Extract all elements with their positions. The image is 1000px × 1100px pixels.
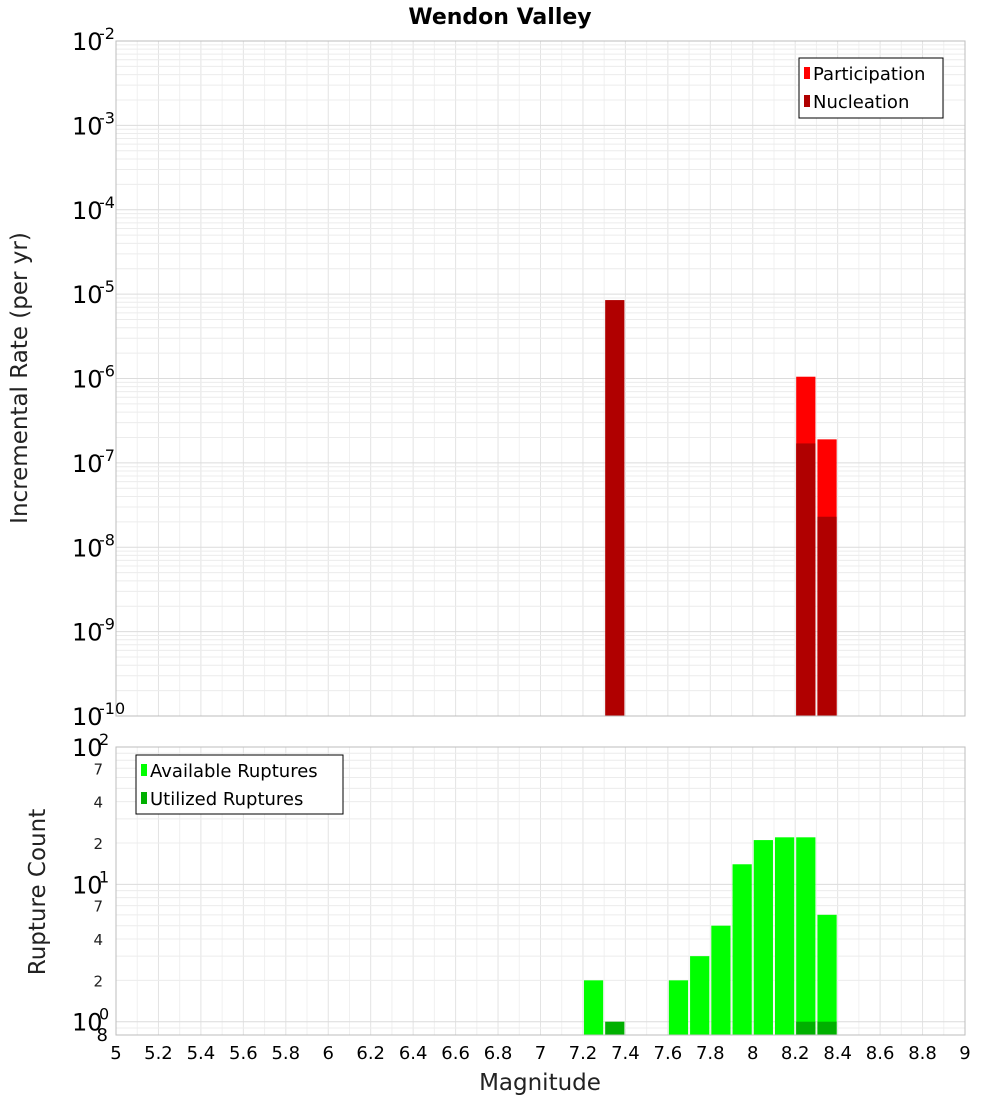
bottom-y-tick-exponent: 2 [99,730,109,749]
top-y-tick-label: 10 [72,619,103,647]
nucleation-bar [817,516,837,716]
legend-nucleation-label: Nucleation [813,92,909,113]
available-ruptures-bar [668,980,689,1035]
bottom-y-tick-exponent: 1 [99,867,109,886]
x-tick-label: 5.4 [187,1043,216,1064]
top-legend: Participation Nucleation [798,57,944,119]
bottom-y-tick-label: 10 [72,734,103,762]
x-ticks: 5 5.2 5.4 5.6 5.8 6 6.2 6.4 6.6 6.8 7 7.2 7.4 7.6 7.8 8… [110,1043,970,1064]
top-y-tick-label: 10 [72,534,103,562]
available-ruptures-bar [690,956,710,1035]
bottom-bars [583,837,837,1035]
x-tick-label: 6.6 [441,1043,470,1064]
utilized-ruptures-bar [817,1021,837,1035]
available-ruptures-bar [796,837,816,1035]
bottom-y-tick-label: 10 [72,1009,103,1037]
top-plot-border [115,40,966,717]
bottom-y-minor-tick-label: 7 [93,760,103,778]
top-chart: Wendon Valley 10-210-310-410-510-610-710… [7,5,966,731]
bottom-y-tick-label: 10 [72,871,103,899]
top-y-tick-label: 10 [72,112,103,140]
top-y-axis-title: Incremental Rate (per yr) [7,232,33,524]
top-y-tick-exponent: -2 [99,24,115,43]
available-ruptures-bar [711,925,731,1035]
bottom-y-tick-exponent: 0 [99,1005,109,1024]
top-y-tick-label: 10 [72,366,103,394]
top-y-tick-label: 10 [72,703,103,731]
top-y-tick-exponent: -9 [99,615,115,634]
top-y-tick-label: 10 [72,281,103,309]
legend-utilized-label: Utilized Ruptures [150,789,303,810]
x-tick-label: 6.2 [356,1043,385,1064]
x-tick-label: 7.4 [611,1043,640,1064]
available-ruptures-bar [774,837,795,1035]
available-ruptures-bar [817,914,837,1035]
x-tick-label: 5.6 [229,1043,258,1064]
top-y-tick-exponent: -4 [99,193,115,212]
x-tick-label: 8.2 [781,1043,810,1064]
bottom-y-minor-tick-label: 4 [93,931,103,949]
x-tick-label: 9 [959,1043,970,1064]
bottom-y-minor-tick-label: 8 [97,1025,108,1046]
x-tick-label: 5 [110,1043,121,1064]
top-y-ticks: 10-210-310-410-510-610-710-810-910-10 [72,24,125,731]
top-y-tick-label: 10 [72,450,103,478]
legend-participation-label: Participation [813,64,925,85]
top-bars [605,300,837,716]
x-tick-label: 7.8 [696,1043,725,1064]
chart-title: Wendon Valley [408,5,591,30]
bottom-y-axis-title: Rupture Count [25,809,51,975]
utilized-ruptures-bar [605,1021,625,1035]
nucleation-bar [796,443,816,716]
x-axis-title: Magnitude [479,1070,601,1096]
x-tick-label: 6 [323,1043,334,1064]
x-tick-label: 7 [535,1043,546,1064]
top-legend-box [798,57,944,119]
x-tick-label: 5.2 [144,1043,173,1064]
x-tick-label: 6.4 [399,1043,428,1064]
x-tick-label: 8.6 [866,1043,895,1064]
top-y-tick-exponent: -10 [99,699,125,718]
legend-utilized-swatch [141,792,147,804]
bottom-legend-box [135,754,344,815]
bottom-y-minor-tick-label: 2 [93,835,103,853]
top-y-tick-exponent: -5 [99,277,115,296]
bottom-y-minor-tick-label: 7 [93,898,103,916]
available-ruptures-bar [583,980,604,1035]
bottom-plot-border [115,746,966,1036]
x-tick-label: 7.6 [654,1043,683,1064]
x-tick-label: 8.8 [908,1043,937,1064]
x-tick-label: 5.8 [271,1043,300,1064]
bottom-legend: Available Ruptures Utilized Ruptures [135,754,344,815]
available-ruptures-bar [732,864,752,1035]
x-tick-label: 6.8 [484,1043,513,1064]
top-grid [115,40,966,717]
utilized-ruptures-bar [796,1021,816,1035]
x-tick-label: 8 [747,1043,758,1064]
top-y-tick-label: 10 [72,197,103,225]
bottom-y-minor-tick-label: 4 [93,794,103,812]
legend-participation-swatch [804,67,810,79]
legend-available-label: Available Ruptures [150,761,318,782]
top-y-tick-exponent: -8 [99,530,115,549]
x-tick-label: 7.2 [569,1043,598,1064]
top-y-tick-exponent: -6 [99,362,115,381]
top-y-tick-exponent: -7 [99,446,115,465]
legend-available-swatch [141,764,147,776]
legend-nucleation-swatch [804,95,810,107]
x-tick-label: 8.4 [823,1043,852,1064]
bottom-y-minor-tick-label: 2 [93,972,103,990]
available-ruptures-bar [753,840,773,1035]
top-y-tick-label: 10 [72,28,103,56]
top-y-tick-exponent: -3 [99,108,115,127]
nucleation-bar [605,300,625,716]
